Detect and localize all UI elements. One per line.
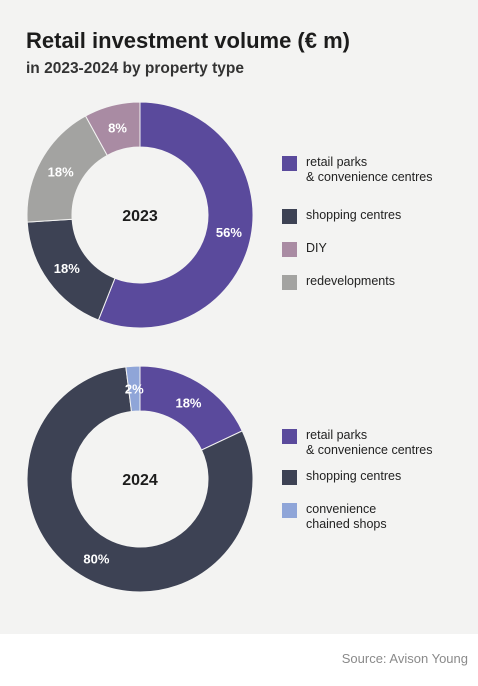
legend-swatch	[282, 275, 297, 290]
donut-chart-2023: 56% 18% 18% 8% 2023 18% 80% 2% 2024	[26, 101, 254, 593]
slice-label-2024-0: 18%	[175, 396, 201, 411]
legend-item: convenience chained shops	[282, 502, 466, 532]
chart-title: Retail investment volume (€ m)	[26, 28, 350, 53]
slice-label-2023-2: 18%	[48, 164, 74, 179]
legend-label: retail parks & convenience centres	[306, 428, 433, 457]
legend-item: retail parks & convenience centres	[282, 155, 466, 185]
legend-item: shopping centres	[282, 208, 466, 224]
donut-slice-2023-3	[84, 101, 141, 157]
legend-item: retail parks & convenience centres	[282, 428, 466, 458]
legend-label: shopping centres	[306, 469, 402, 483]
donut-center-year-2024: 2024	[122, 472, 158, 489]
legend-swatch	[282, 470, 297, 485]
legend-label: convenience chained shops	[306, 502, 387, 531]
legend-item: redevelopments	[282, 274, 466, 290]
legend-item: shopping centres	[282, 469, 466, 485]
legend-label: retail parks & convenience centres	[306, 155, 433, 184]
legend-swatch	[282, 242, 297, 257]
legend-swatch	[282, 429, 297, 444]
slice-label-2023-3: 8%	[108, 120, 127, 135]
donut-slice-2024-2	[125, 365, 141, 413]
legend-label: shopping centres	[306, 208, 402, 222]
slice-label-2024-1: 80%	[83, 551, 109, 566]
donut-slice-2023-0	[97, 101, 254, 329]
source-note: Source: Avison Young	[341, 651, 468, 666]
slice-label-2023-1: 18%	[54, 261, 80, 276]
legend-label: DIY	[306, 241, 327, 255]
donut-slice-2024-1	[26, 366, 254, 593]
slice-label-2023-0: 56%	[216, 225, 242, 240]
legend-label: redevelopments	[306, 274, 395, 288]
legend-swatch	[282, 209, 297, 224]
legend-item: DIY	[282, 241, 466, 257]
slice-label-2024-2: 2%	[125, 382, 144, 397]
legend-swatch	[282, 503, 297, 518]
chart-subtitle: in 2023-2024 by property type	[26, 60, 244, 77]
donut-center-year-2023: 2023	[122, 208, 158, 225]
legend-swatch	[282, 156, 297, 171]
